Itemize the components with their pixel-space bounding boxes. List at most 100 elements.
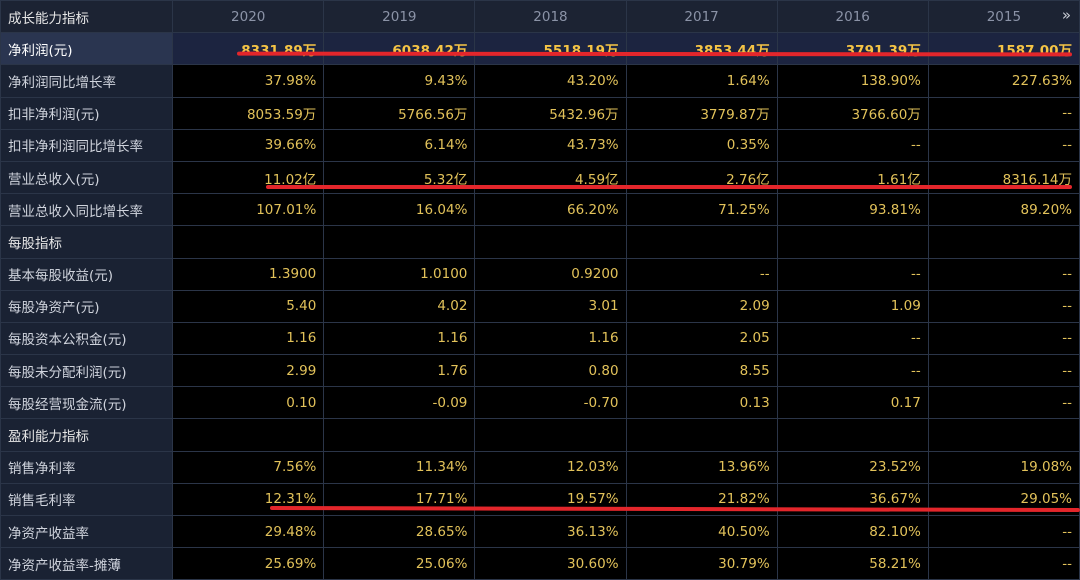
cell-value: [323, 225, 476, 259]
cell-value: 82.10%: [776, 514, 929, 549]
row-label: 销售净利率: [0, 450, 174, 484]
cell-value: 8053.59万: [172, 96, 325, 130]
cell-value: --: [776, 321, 929, 356]
cell-value: [625, 418, 778, 452]
cell-value: 1587.00万: [927, 32, 1080, 66]
cell-value: 71.25%: [625, 193, 778, 227]
section-row: 每股指标: [0, 225, 1080, 259]
table-row: 每股未分配利润(元) 2.99 1.76 0.80 8.55 -- --: [0, 354, 1080, 388]
cell-value: --: [927, 514, 1080, 549]
row-label: 每股资本公积金(元): [0, 321, 174, 356]
cell-value: 5766.56万: [323, 96, 476, 130]
cell-value: --: [927, 386, 1080, 420]
cell-value: [776, 418, 929, 452]
cell-value: 1.16: [172, 321, 325, 356]
cell-value: 19.08%: [927, 450, 1080, 484]
cell-value: 6038.42万: [323, 32, 476, 66]
table-row: 每股资本公积金(元) 1.16 1.16 1.16 2.05 -- --: [0, 321, 1080, 356]
cell-value: [172, 225, 325, 259]
cell-value: 43.73%: [474, 128, 627, 162]
cell-value: 3853.44万: [625, 32, 778, 66]
cell-value: 1.09: [776, 289, 929, 323]
cell-value: 1.64%: [625, 64, 778, 98]
cell-value: 138.90%: [776, 64, 929, 98]
cell-value: --: [927, 96, 1080, 130]
year-header[interactable]: 2015: [986, 8, 1022, 25]
cell-value: 25.69%: [172, 547, 325, 580]
row-label: 基本每股收益(元): [0, 257, 174, 291]
row-label: 营业总收入同比增长率: [0, 193, 174, 227]
cell-value: 5518.19万: [474, 32, 627, 66]
year-header[interactable]: 2020: [172, 0, 325, 34]
year-header[interactable]: 2019: [323, 0, 476, 34]
table-row: 销售净利率 7.56% 11.34% 12.03% 13.96% 23.52% 19.08%: [0, 450, 1080, 484]
cell-value: 11.34%: [323, 450, 476, 484]
row-label: 净资产收益率-摊薄: [0, 547, 174, 580]
cell-value: --: [625, 257, 778, 291]
double-chevron-right-icon[interactable]: »: [1061, 6, 1071, 24]
cell-value: 4.02: [323, 289, 476, 323]
cell-value: 1.16: [474, 321, 627, 356]
table-row: 扣非净利润同比增长率 39.66% 6.14% 43.73% 0.35% -- --: [0, 128, 1080, 162]
table-row: 净利润(元)8331.89万6038.42万5518.19万3853.44万37…: [0, 32, 1080, 66]
cell-value: [474, 225, 627, 259]
cell-value: -0.70: [474, 386, 627, 420]
cell-value: 66.20%: [474, 193, 627, 227]
cell-value: --: [776, 354, 929, 388]
row-label: 扣非净利润同比增长率: [0, 128, 174, 162]
cell-value: 5.40: [172, 289, 325, 323]
cell-value: [172, 418, 325, 452]
cell-value: 28.65%: [323, 514, 476, 549]
cell-value: 227.63%: [927, 64, 1080, 98]
cell-value: 6.14%: [323, 128, 476, 162]
cell-value: 9.43%: [323, 64, 476, 98]
table-header-row: 成长能力指标 2020 2019 2018 2017 2016 2015 »: [0, 0, 1080, 34]
cell-value: 8331.89万: [172, 32, 325, 66]
cell-value: [927, 225, 1080, 259]
cell-value: 29.48%: [172, 514, 325, 549]
cell-value: 3779.87万: [625, 96, 778, 130]
cell-value: --: [927, 354, 1080, 388]
cell-value: 37.98%: [172, 64, 325, 98]
table-row: 净资产收益率 29.48% 28.65% 36.13% 40.50% 82.10% --: [0, 514, 1080, 549]
row-label: 每股经营现金流(元): [0, 386, 174, 420]
cell-value: 107.01%: [172, 193, 325, 227]
cell-value: [625, 225, 778, 259]
year-header[interactable]: 2017: [625, 0, 778, 34]
table-row: 净利润同比增长率 37.98% 9.43% 43.20% 1.64% 138.90% 227…: [0, 64, 1080, 98]
cell-value: 3.01: [474, 289, 627, 323]
year-header[interactable]: 2016: [776, 0, 929, 34]
cell-value: [776, 225, 929, 259]
cell-value: 1.76: [323, 354, 476, 388]
cell-value: --: [927, 547, 1080, 580]
table-row: 基本每股收益(元) 1.3900 1.0100 0.9200 -- -- --: [0, 257, 1080, 291]
section-title: 成长能力指标: [0, 0, 174, 34]
cell-value: 0.80: [474, 354, 627, 388]
cell-value: 0.9200: [474, 257, 627, 291]
cell-value: 1.16: [323, 321, 476, 356]
row-label: 净资产收益率: [0, 514, 174, 549]
cell-value: 16.04%: [323, 193, 476, 227]
cell-value: 30.79%: [625, 547, 778, 580]
cell-value: 43.20%: [474, 64, 627, 98]
table-row: 扣非净利润(元) 8053.59万 5766.56万 5432.96万 3779.87万…: [0, 96, 1080, 130]
cell-value: 25.06%: [323, 547, 476, 580]
cell-value: [927, 418, 1080, 452]
cell-value: 30.60%: [474, 547, 627, 580]
year-header[interactable]: 2018: [474, 0, 627, 34]
table-row: 净资产收益率-摊薄 25.69% 25.06% 30.60% 30.79% 58.21% -…: [0, 547, 1080, 580]
cell-value: 3766.60万: [776, 96, 929, 130]
section-label: 每股指标: [0, 225, 174, 259]
cell-value: [474, 418, 627, 452]
cell-value: --: [927, 289, 1080, 323]
cell-value: 3791.39万: [776, 32, 929, 66]
cell-value: 36.13%: [474, 514, 627, 549]
cell-value: 1.0100: [323, 257, 476, 291]
annotation-underline: [266, 185, 1072, 189]
cell-value: 5432.96万: [474, 96, 627, 130]
cell-value: --: [927, 321, 1080, 356]
cell-value: 8.55: [625, 354, 778, 388]
table-row: 每股净资产(元) 5.40 4.02 3.01 2.09 1.09 --: [0, 289, 1080, 323]
table-row: 营业总收入同比增长率 107.01% 16.04% 66.20% 71.25% 93.81…: [0, 193, 1080, 227]
